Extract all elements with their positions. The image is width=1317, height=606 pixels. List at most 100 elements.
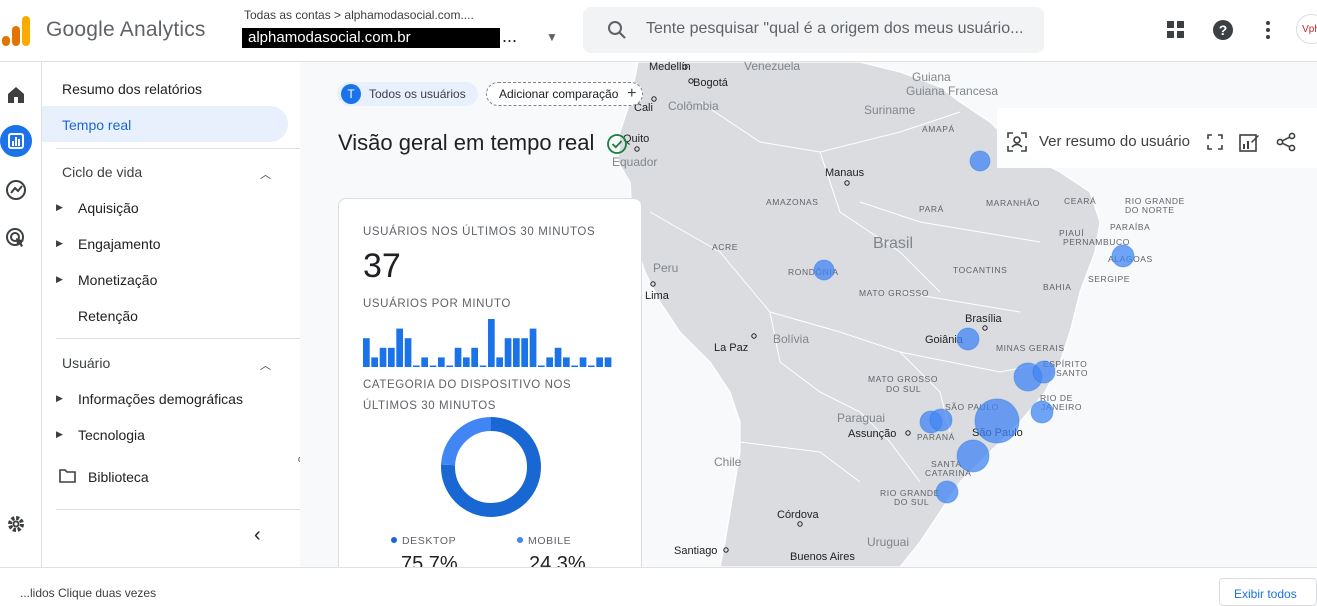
nav-engagement[interactable]: Engajamento — [78, 236, 161, 252]
expand-arrow-icon[interactable]: ▶ — [56, 393, 63, 403]
nav-monetization[interactable]: Monetização — [78, 272, 158, 288]
map-city-goiania: Goiânia — [925, 334, 964, 346]
nav-library[interactable]: Biblioteca — [88, 469, 149, 485]
nav-retention[interactable]: Retenção — [78, 308, 138, 324]
bar-minute--16[interactable] — [479, 365, 487, 368]
expand-arrow-icon[interactable]: ▶ — [56, 429, 63, 439]
user-bubble-marker[interactable] — [813, 259, 835, 281]
bar-minute--17[interactable] — [471, 347, 478, 367]
map-state: SERGIPE — [1088, 274, 1130, 284]
user-bubble-marker[interactable] — [956, 327, 980, 351]
bar-minute--13[interactable] — [504, 338, 512, 367]
nav-lifecycle-header[interactable]: Ciclo de vida — [62, 164, 143, 180]
admin-button[interactable] — [0, 508, 32, 540]
nav-user-header[interactable]: Usuário — [62, 355, 111, 371]
help-icon[interactable]: ? — [1212, 19, 1234, 41]
app-title[interactable]: Google Analytics — [46, 18, 206, 41]
bar-minute--19[interactable] — [454, 347, 462, 367]
share-icon[interactable] — [1276, 132, 1296, 152]
legend-desktop: DESKTOP — [391, 535, 456, 547]
property-selector[interactable]: alphamodasocial.com.br — [242, 28, 500, 48]
bar-minute--6[interactable] — [563, 357, 570, 367]
add-comparison-button[interactable]: Adicionar comparação + — [486, 82, 644, 106]
add-comparison-label: Adicionar comparação — [499, 87, 619, 101]
bar-minute--21[interactable] — [438, 357, 445, 367]
bar-minute--5[interactable] — [571, 365, 578, 368]
map-city-la-paz: La Paz — [714, 342, 748, 354]
analytics-logo-icon[interactable] — [2, 14, 32, 46]
bar-minute--11[interactable] — [521, 338, 528, 367]
avatar[interactable]: Vph — [1296, 14, 1317, 44]
nav-acquisition[interactable]: Aquisição — [78, 200, 139, 216]
bar-minute--23[interactable] — [421, 357, 428, 367]
check-circle-icon[interactable] — [606, 133, 628, 155]
bar-minute--4[interactable] — [579, 357, 587, 367]
view-user-snapshot-button[interactable]: Ver resumo do usuário — [1039, 133, 1190, 150]
nav-tech[interactable]: Tecnologia — [78, 427, 145, 443]
user-bubble-marker[interactable] — [956, 439, 990, 473]
collapse-nav-icon[interactable]: ‹ — [254, 524, 261, 546]
bar-minute--29[interactable] — [371, 357, 378, 367]
city-marker — [651, 96, 657, 102]
user-bubble-marker[interactable] — [969, 150, 991, 172]
advertising-button[interactable] — [0, 222, 32, 254]
bar-minute--30[interactable] — [363, 338, 370, 367]
donut-slice-mobile[interactable] — [441, 417, 541, 517]
main-content: Venezuela Guiana Guiana Francesa Surinam… — [300, 62, 1317, 567]
bar-minute--12[interactable] — [513, 338, 520, 367]
left-rail — [0, 62, 42, 567]
bar-minute--7[interactable] — [554, 347, 562, 367]
more-vert-icon[interactable] — [1257, 19, 1279, 41]
chevron-up-icon[interactable]: ︿ — [260, 360, 271, 372]
user-bubble-marker[interactable] — [1030, 400, 1054, 424]
users-per-minute-chart[interactable] — [363, 317, 613, 367]
customize-report-icon[interactable] — [1239, 132, 1259, 152]
home-button[interactable] — [0, 79, 32, 111]
user-bubble-marker[interactable] — [935, 480, 959, 504]
bar-minute--26[interactable] — [396, 328, 403, 367]
explore-button[interactable] — [0, 174, 32, 206]
device-donut-chart[interactable] — [439, 415, 543, 519]
bar-minute--24[interactable] — [413, 365, 420, 368]
search-input[interactable]: Tente pesquisar "qual é a origem dos meu… — [646, 20, 1024, 37]
property-more: ... — [502, 26, 518, 46]
nav-realtime[interactable]: Tempo real — [62, 117, 132, 133]
account-breadcrumb[interactable]: Todas as contas > alphamodasocial.com...… — [244, 8, 474, 22]
fullscreen-icon[interactable] — [1207, 134, 1223, 150]
user-bubble-marker[interactable] — [974, 398, 1020, 444]
expand-arrow-icon[interactable]: ▶ — [56, 274, 63, 284]
reports-button[interactable] — [0, 125, 32, 157]
nav-demographics[interactable]: Informações demográficas — [78, 391, 243, 407]
bar-minute--20[interactable] — [446, 365, 453, 368]
apps-grid-icon[interactable] — [1165, 19, 1187, 41]
expand-arrow-icon[interactable]: ▶ — [56, 238, 63, 248]
nav-reports-snapshot[interactable]: Resumo dos relatórios — [62, 81, 203, 97]
bar-minute--15[interactable] — [488, 319, 495, 367]
plus-icon: + — [627, 85, 637, 102]
all-users-chip[interactable]: T Todos os usuários — [337, 82, 478, 106]
bar-minute--3[interactable] — [588, 365, 595, 368]
bar-minute--28[interactable] — [379, 347, 387, 367]
bar-minute--2[interactable] — [596, 357, 603, 367]
user-snapshot-icon[interactable] — [1007, 132, 1027, 152]
property-dropdown-icon[interactable]: ▼ — [546, 30, 558, 44]
bar-minute--22[interactable] — [429, 365, 437, 368]
user-bubble-marker[interactable] — [1111, 244, 1135, 268]
map-city-asuncion: Assunção — [848, 428, 896, 440]
bar-minute--25[interactable] — [404, 338, 412, 367]
bar-minute--9[interactable] — [538, 365, 545, 368]
search-box[interactable]: Tente pesquisar "qual é a origem dos meu… — [583, 7, 1044, 53]
show-all-button[interactable]: Exibir todos — [1219, 578, 1317, 606]
bar-minute--1[interactable] — [604, 357, 612, 367]
bar-minute--14[interactable] — [496, 357, 503, 367]
expand-arrow-icon[interactable]: ▶ — [56, 202, 63, 212]
bar-minute--8[interactable] — [546, 357, 553, 367]
bar-minute--18[interactable] — [463, 357, 470, 367]
bar-minute--10[interactable] — [529, 328, 537, 367]
map-state: AMAPÁ — [922, 124, 955, 134]
map-state: AMAZONAS — [766, 197, 819, 207]
bar-minute--27[interactable] — [388, 347, 395, 367]
user-bubble-marker[interactable] — [929, 408, 953, 432]
chevron-up-icon[interactable]: ︿ — [260, 169, 271, 181]
user-bubble-marker[interactable] — [1032, 360, 1056, 384]
